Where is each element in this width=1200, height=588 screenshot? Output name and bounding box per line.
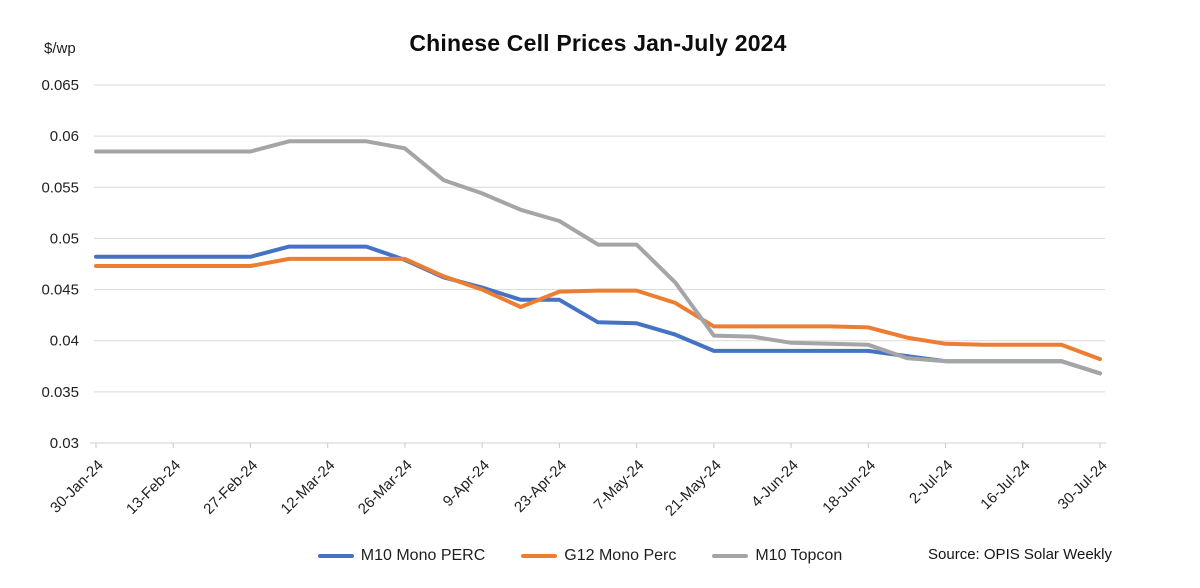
legend-swatch-m10-mono-perc [317,553,354,559]
x-tick-label: 30-Jan-24 [47,457,107,517]
x-tick-label: 16-Jul-24 [977,457,1033,513]
legend-swatch-g12-mono-perc [521,553,558,559]
legend-item-g12-mono-perc: G12 Mono Perc [521,547,676,565]
x-tick-label: 4-Jun-24 [748,457,802,511]
legend-label-m10-mono-perc: M10 Mono PERC [360,547,486,564]
x-tick-label: 21-May-24 [662,457,725,520]
x-tick-label: 30-Jul-24 [1055,457,1111,513]
x-tick-label: 26-Mar-24 [355,457,416,518]
y-tick-label: 0.06 [50,128,79,145]
chart-title: Chinese Cell Prices Jan-July 2024 [409,30,787,56]
x-tick-label: 27-Feb-24 [200,457,261,518]
source-note: Source: OPIS Solar Weekly [928,546,1112,563]
y-tick-label: 0.055 [41,179,79,196]
x-tick-label: 2-Jul-24 [906,457,956,507]
y-tick-label: 0.065 [41,77,79,94]
legend-item-m10-mono-perc: M10 Mono PERC [317,547,486,565]
y-tick-label: 0.05 [50,230,79,247]
x-tick-label: 23-Apr-24 [511,457,570,516]
legend: M10 Mono PERC G12 Mono Perc M10 Topcon [0,544,1180,568]
legend-label-m10-topcon: M10 Topcon [755,547,843,564]
y-tick-label: 0.045 [41,282,79,299]
series-line-g12-mono-perc [94,256,1102,362]
x-tick-label: 7-May-24 [591,457,648,514]
y-tick-label: 0.03 [50,435,79,452]
y-axis-unit-label: $/wp [44,40,76,57]
legend-swatch-m10-topcon [712,553,749,559]
y-tick-label: 0.035 [41,384,79,401]
x-tick-label: 12-Mar-24 [278,457,339,518]
series-line-m10-topcon [94,139,1102,376]
legend-label-g12-mono-perc: G12 Mono Perc [564,547,677,564]
x-tick-label: 9-Apr-24 [440,457,493,510]
y-tick-label: 0.04 [50,333,79,350]
x-tick-label: 18-Jun-24 [819,457,879,517]
legend-item-m10-topcon: M10 Topcon [712,547,842,565]
x-tick-label: 13-Feb-24 [123,457,184,518]
